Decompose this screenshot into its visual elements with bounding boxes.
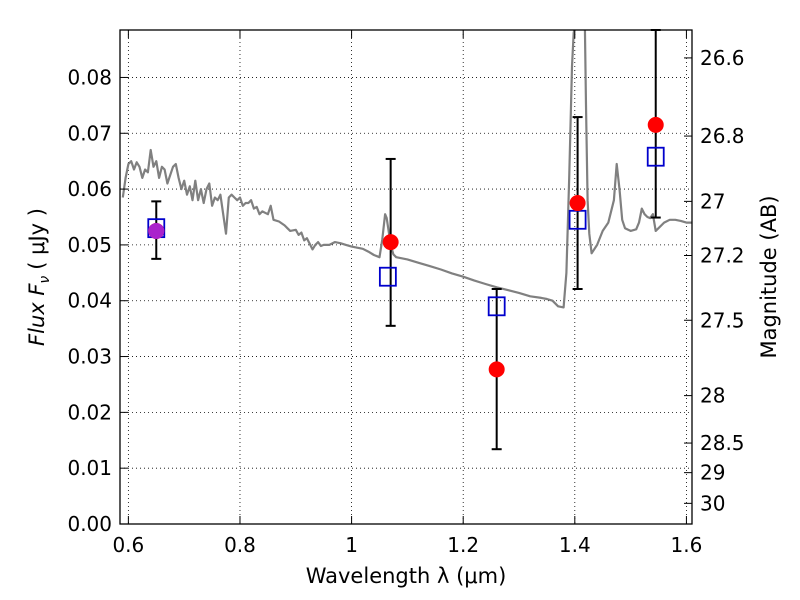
y-tick-label: 0.01 bbox=[67, 456, 112, 480]
y-tick-label: 0.07 bbox=[67, 121, 112, 145]
x-tick-label: 1.2 bbox=[447, 533, 479, 557]
y2-tick-label: 28.5 bbox=[700, 431, 745, 455]
y2-tick-label: 27.5 bbox=[700, 308, 745, 332]
y-tick-label: 0.08 bbox=[67, 65, 112, 89]
y2-axis-label: Magnitude (AB) bbox=[757, 195, 781, 358]
y-axis-label-subscript: ν bbox=[37, 276, 53, 284]
y-tick-label: 0.04 bbox=[67, 289, 112, 313]
y2-tick-label: 30 bbox=[700, 491, 725, 515]
x-axis: 0.6 0.8 1 1.2 1.4 1.6 bbox=[112, 30, 702, 557]
y2-axis: 26.6 26.8 27 27.2 27.5 28 28.5 29 30 bbox=[684, 46, 745, 515]
x-tick-label: 1.6 bbox=[671, 533, 703, 557]
y-tick-label: 0.06 bbox=[67, 177, 112, 201]
circle-marker bbox=[488, 361, 505, 378]
square-marker bbox=[378, 266, 397, 287]
y2-tick-label: 26.6 bbox=[700, 46, 745, 70]
y-tick-label: 0.00 bbox=[67, 512, 112, 536]
svg-text:Flux Fν( μJy ): Flux Fν ( μJy ) bbox=[25, 208, 53, 346]
x-tick-label: 1.4 bbox=[559, 533, 591, 557]
y2-tick-label: 27 bbox=[700, 189, 725, 213]
y-axis-label-unit: ( μJy ) bbox=[25, 208, 49, 270]
y2-axis-label-group: Magnitude (AB) bbox=[757, 195, 781, 358]
square-marker bbox=[646, 146, 665, 167]
x-tick-label: 0.6 bbox=[112, 533, 144, 557]
spectrum-line bbox=[121, 30, 692, 309]
plot-frame bbox=[119, 29, 693, 525]
y-axis-label: Flux F bbox=[25, 283, 49, 346]
x-tick-label: 1 bbox=[345, 533, 358, 557]
circle-marker bbox=[569, 195, 586, 212]
x-axis-label: Wavelength λ (μm) bbox=[306, 564, 507, 588]
spectrum-series bbox=[121, 30, 692, 309]
circle-marker bbox=[647, 116, 664, 133]
circle-marker bbox=[382, 234, 399, 251]
y-tick-label: 0.05 bbox=[67, 233, 112, 257]
circle-marker bbox=[148, 222, 165, 239]
y-axis: 0.00 0.01 0.02 0.03 0.04 0.05 0.06 0.07 0.08 bbox=[67, 65, 128, 536]
plot-area bbox=[121, 29, 692, 451]
y-tick-label: 0.02 bbox=[67, 400, 112, 424]
y-tick-label: 0.03 bbox=[67, 345, 112, 369]
x-tick-label: 0.8 bbox=[224, 533, 256, 557]
y-axis-label-group: Flux Fν ( μJy ) bbox=[25, 208, 53, 346]
square-marker bbox=[487, 296, 506, 317]
y2-tick-label: 26.8 bbox=[700, 124, 745, 148]
y2-tick-label: 28 bbox=[700, 384, 725, 408]
y2-tick-label: 29 bbox=[700, 461, 725, 485]
y2-tick-label: 27.2 bbox=[700, 244, 745, 268]
data-markers bbox=[147, 116, 665, 378]
